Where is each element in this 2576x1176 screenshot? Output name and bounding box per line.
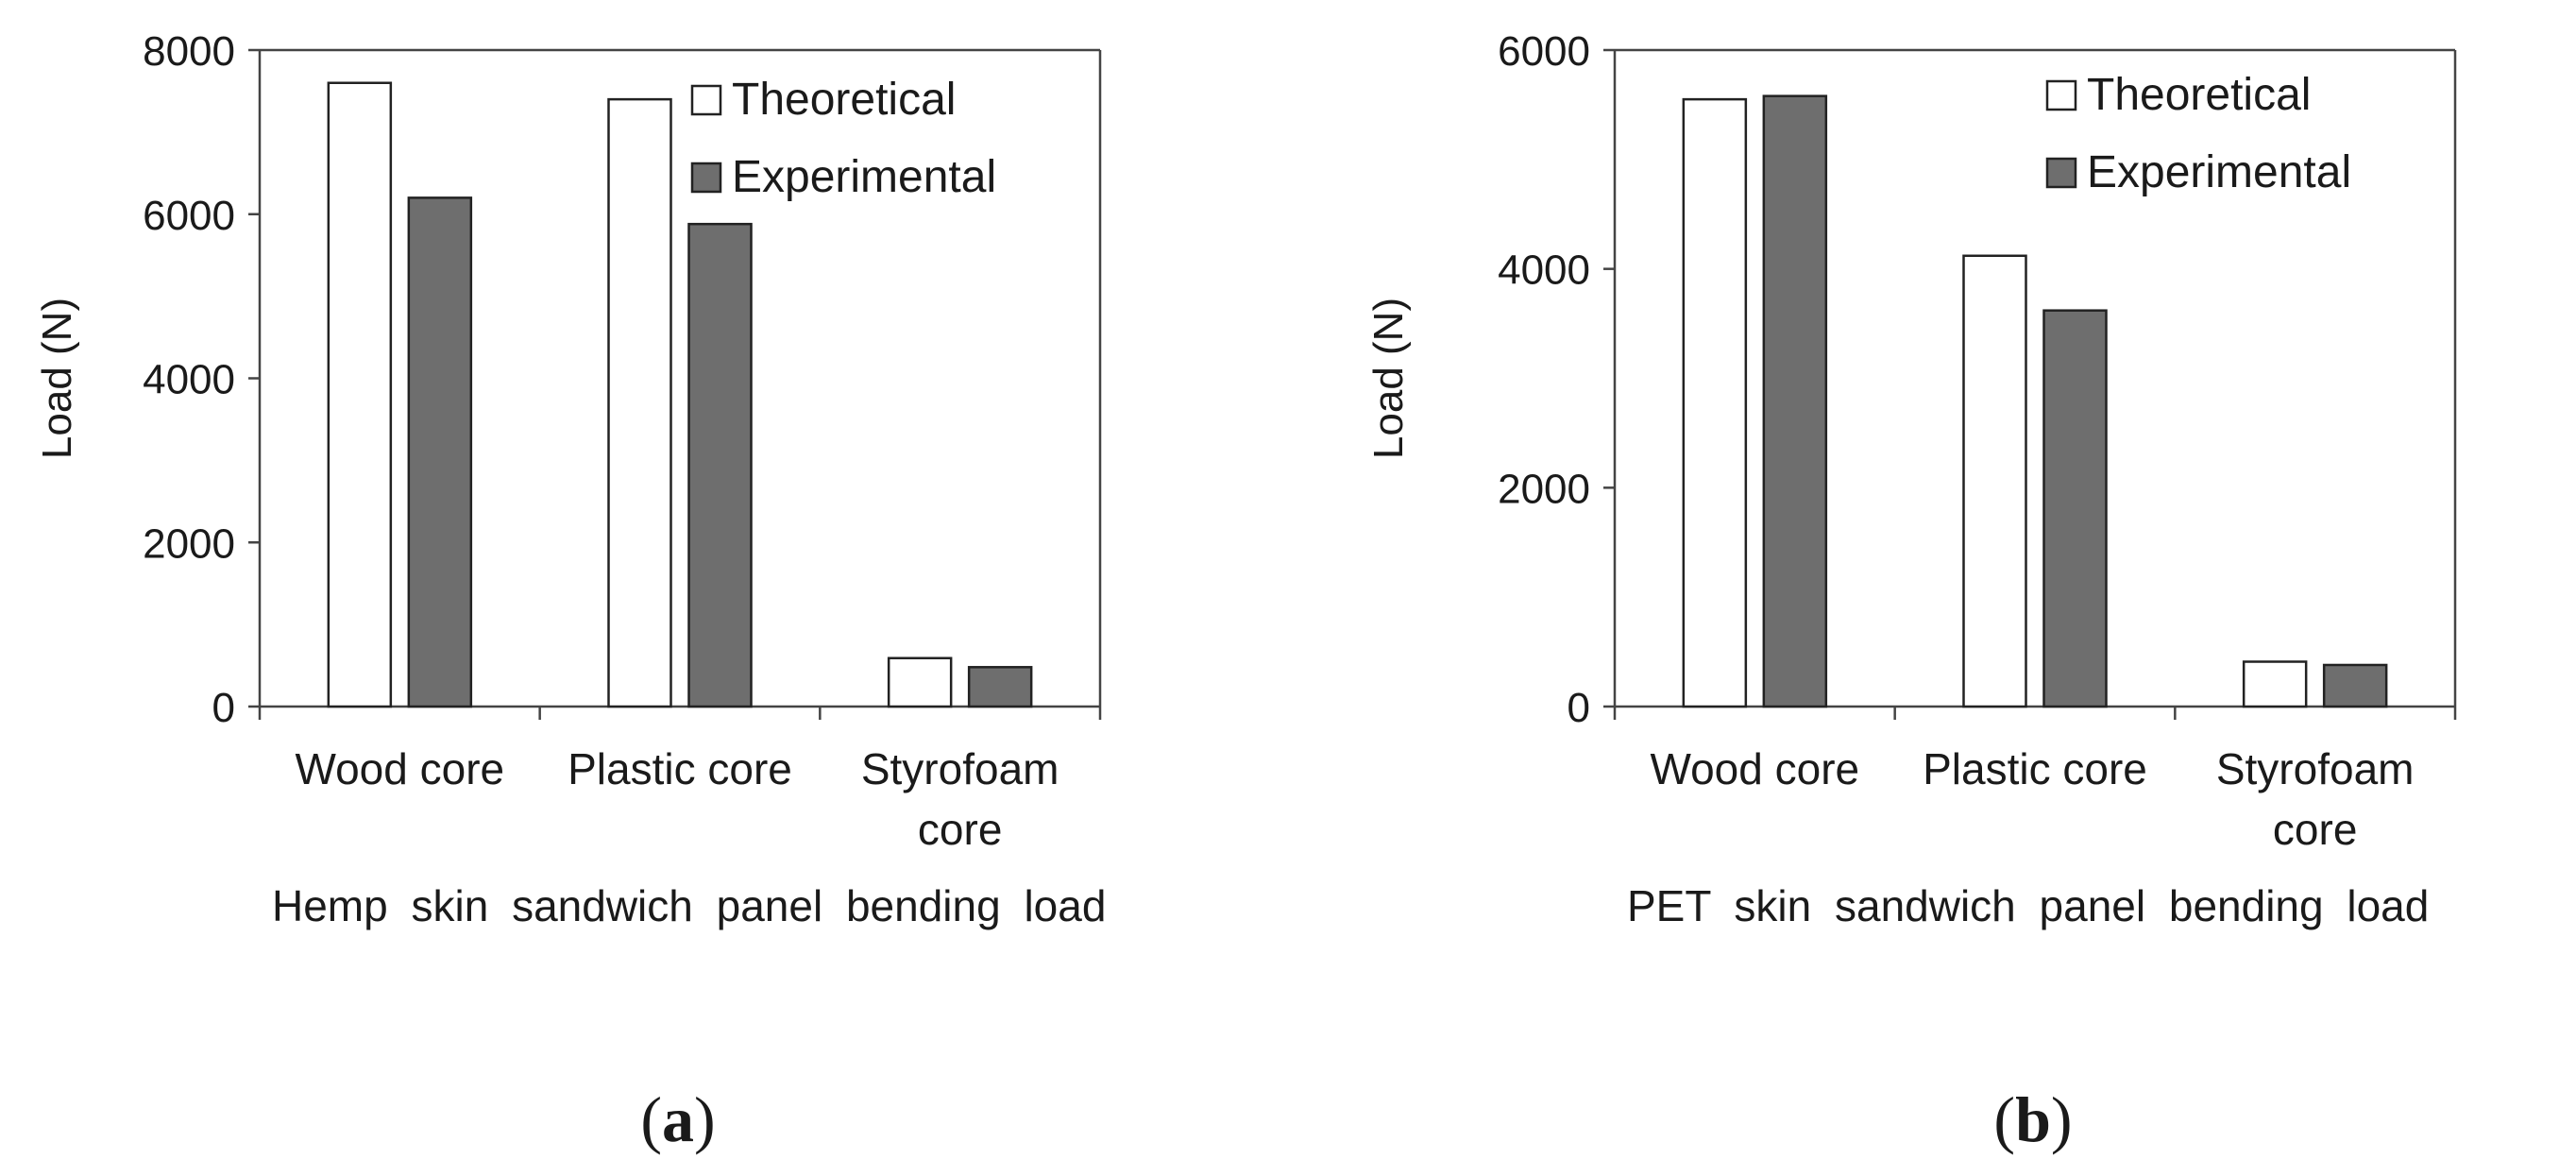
x-axis-title: PET skin sandwich panel bending load [1627,881,2429,930]
bar-experimental-3 [967,666,1033,708]
y-axis-title: Load (N) [1365,298,1412,459]
legend-label-experimental: Experimental [2087,147,2351,197]
legend-label-theoretical: Theoretical [2087,70,2311,120]
bar-experimental-1 [1762,94,1828,708]
x-category-label: Plastic core [1923,744,2147,793]
x-category-label: Plastic core [568,744,792,793]
x-category-label: core [918,805,1002,854]
y-tick-label: 8000 [143,28,235,75]
bar-chart-a: 0 2000 4000 6000 8000 Wood core Plastic core St… [34,28,1106,1155]
y-tick-label: 0 [1568,685,1590,731]
bar-theoretical-2 [607,97,672,708]
panel-label-a: (a) [640,1083,715,1155]
legend-swatch-experimental [2045,157,2077,189]
y-tick-label: 0 [212,685,235,731]
bar-experimental-2 [2042,309,2108,708]
x-axis-title: Hemp skin sandwich panel bending load [272,881,1106,930]
bar-experimental-1 [407,196,473,708]
legend-swatch-theoretical [690,84,722,116]
x-category-label: Styrofoam [2216,744,2415,793]
bar-experimental-2 [687,222,753,708]
y-tick-label: 6000 [1498,28,1590,75]
bar-theoretical-1 [1682,97,1748,708]
bar-theoretical-2 [1962,254,2027,708]
y-tick-label: 2000 [143,520,235,567]
chart-panel-a: 0 2000 4000 6000 8000 Wood core Plastic core St… [0,0,1265,1176]
y-tick-label: 4000 [143,357,235,403]
chart-panel-b: 0 2000 4000 6000 Wood core Plastic core Styrof… [1341,0,2568,1176]
legend-label-theoretical: Theoretical [732,75,956,125]
x-category-label: Wood core [296,744,505,793]
legend-swatch-experimental [690,162,722,194]
bar-theoretical-3 [887,656,953,708]
y-tick-label: 2000 [1498,466,1590,512]
y-tick-label: 4000 [1498,247,1590,294]
legend-swatch-theoretical [2045,79,2077,111]
bar-theoretical-3 [2242,660,2308,708]
x-category-label: Styrofoam [861,744,1059,793]
bar-experimental-3 [2322,663,2388,708]
y-tick-label: 6000 [143,193,235,239]
y-axis-title: Load (N) [34,298,80,459]
x-category-label: core [2273,805,2357,854]
legend-label-experimental: Experimental [732,152,996,202]
bar-theoretical-1 [327,81,393,708]
panel-label-b: (b) [1993,1083,2072,1155]
bar-chart-b: 0 2000 4000 6000 Wood core Plastic core Styrof… [1365,28,2457,1155]
x-category-label: Wood core [1651,744,1860,793]
